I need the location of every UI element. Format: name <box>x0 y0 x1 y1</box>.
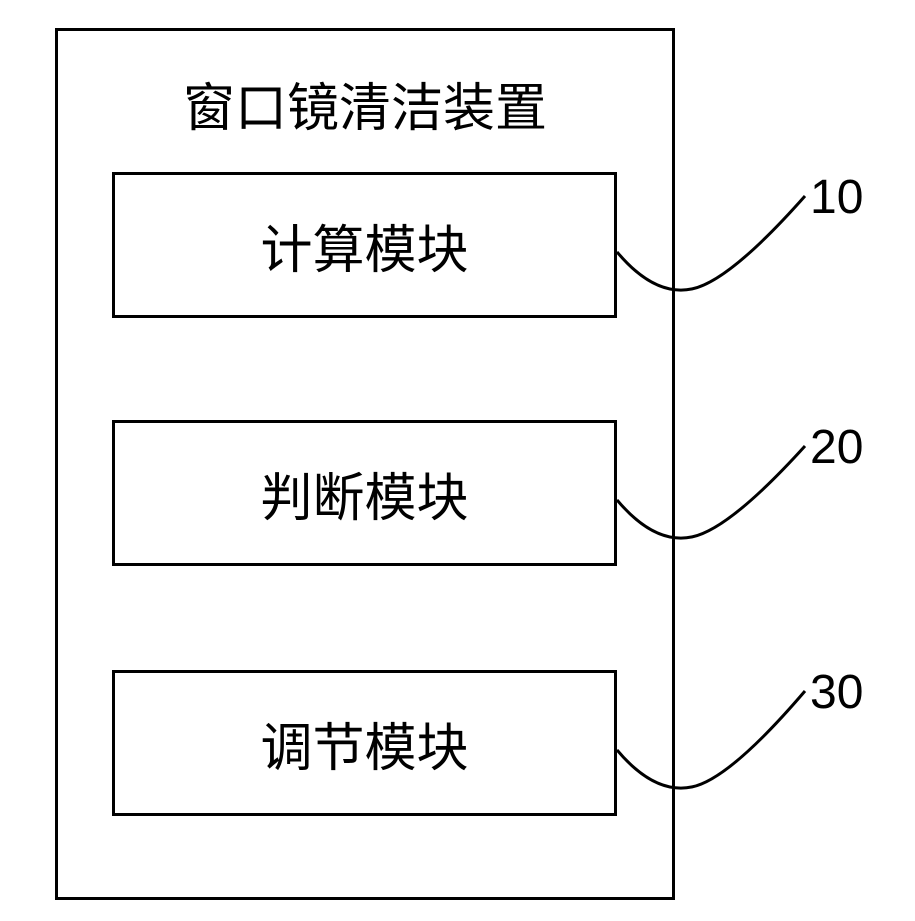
callout-number-2: 30 <box>810 665 863 720</box>
module-box-1: 判断模块 <box>112 420 617 566</box>
callout-number-1: 20 <box>810 420 863 475</box>
module-box-2: 调节模块 <box>112 670 617 816</box>
callout-number-0: 10 <box>810 170 863 225</box>
module-label-1: 判断模块 <box>260 456 468 531</box>
callout-curve-0 <box>617 176 815 312</box>
device-title: 窗口镜清洁装置 <box>58 66 672 141</box>
callout-curve-1 <box>617 426 815 560</box>
module-label-0: 计算模块 <box>260 208 468 283</box>
module-box-0: 计算模块 <box>112 172 617 318</box>
module-label-2: 调节模块 <box>260 706 468 781</box>
callout-curve-2 <box>617 671 815 810</box>
